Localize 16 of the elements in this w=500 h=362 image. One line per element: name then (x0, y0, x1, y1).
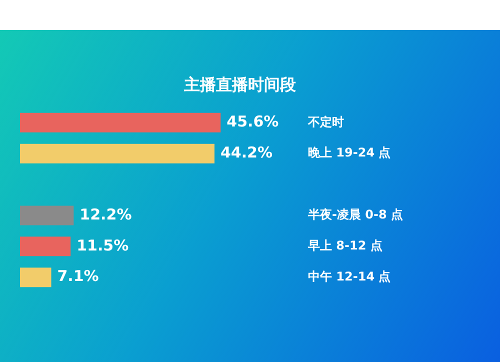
y-tick-label: 晚上 19-24 点 (308, 146, 391, 160)
data-label: 11.5% (76, 236, 129, 254)
data-label: 7.1% (57, 267, 99, 286)
chart-title: 主播直播时间段 (183, 74, 297, 94)
bar (20, 112, 221, 132)
data-label: 45.6% (226, 112, 279, 131)
bar (20, 268, 52, 288)
data-label: 44.2% (220, 143, 273, 162)
y-tick-label: 半夜-凌晨 0-8 点 (307, 208, 404, 222)
bar (20, 236, 71, 256)
bar (20, 206, 74, 226)
bar (20, 144, 214, 164)
y-tick-label: 中午 12-14 点 (308, 269, 391, 284)
y-tick-label: 早上 8-12 点 (307, 238, 382, 253)
y-tick-label: 不定时 (307, 114, 344, 129)
data-label: 12.2% (80, 205, 132, 224)
